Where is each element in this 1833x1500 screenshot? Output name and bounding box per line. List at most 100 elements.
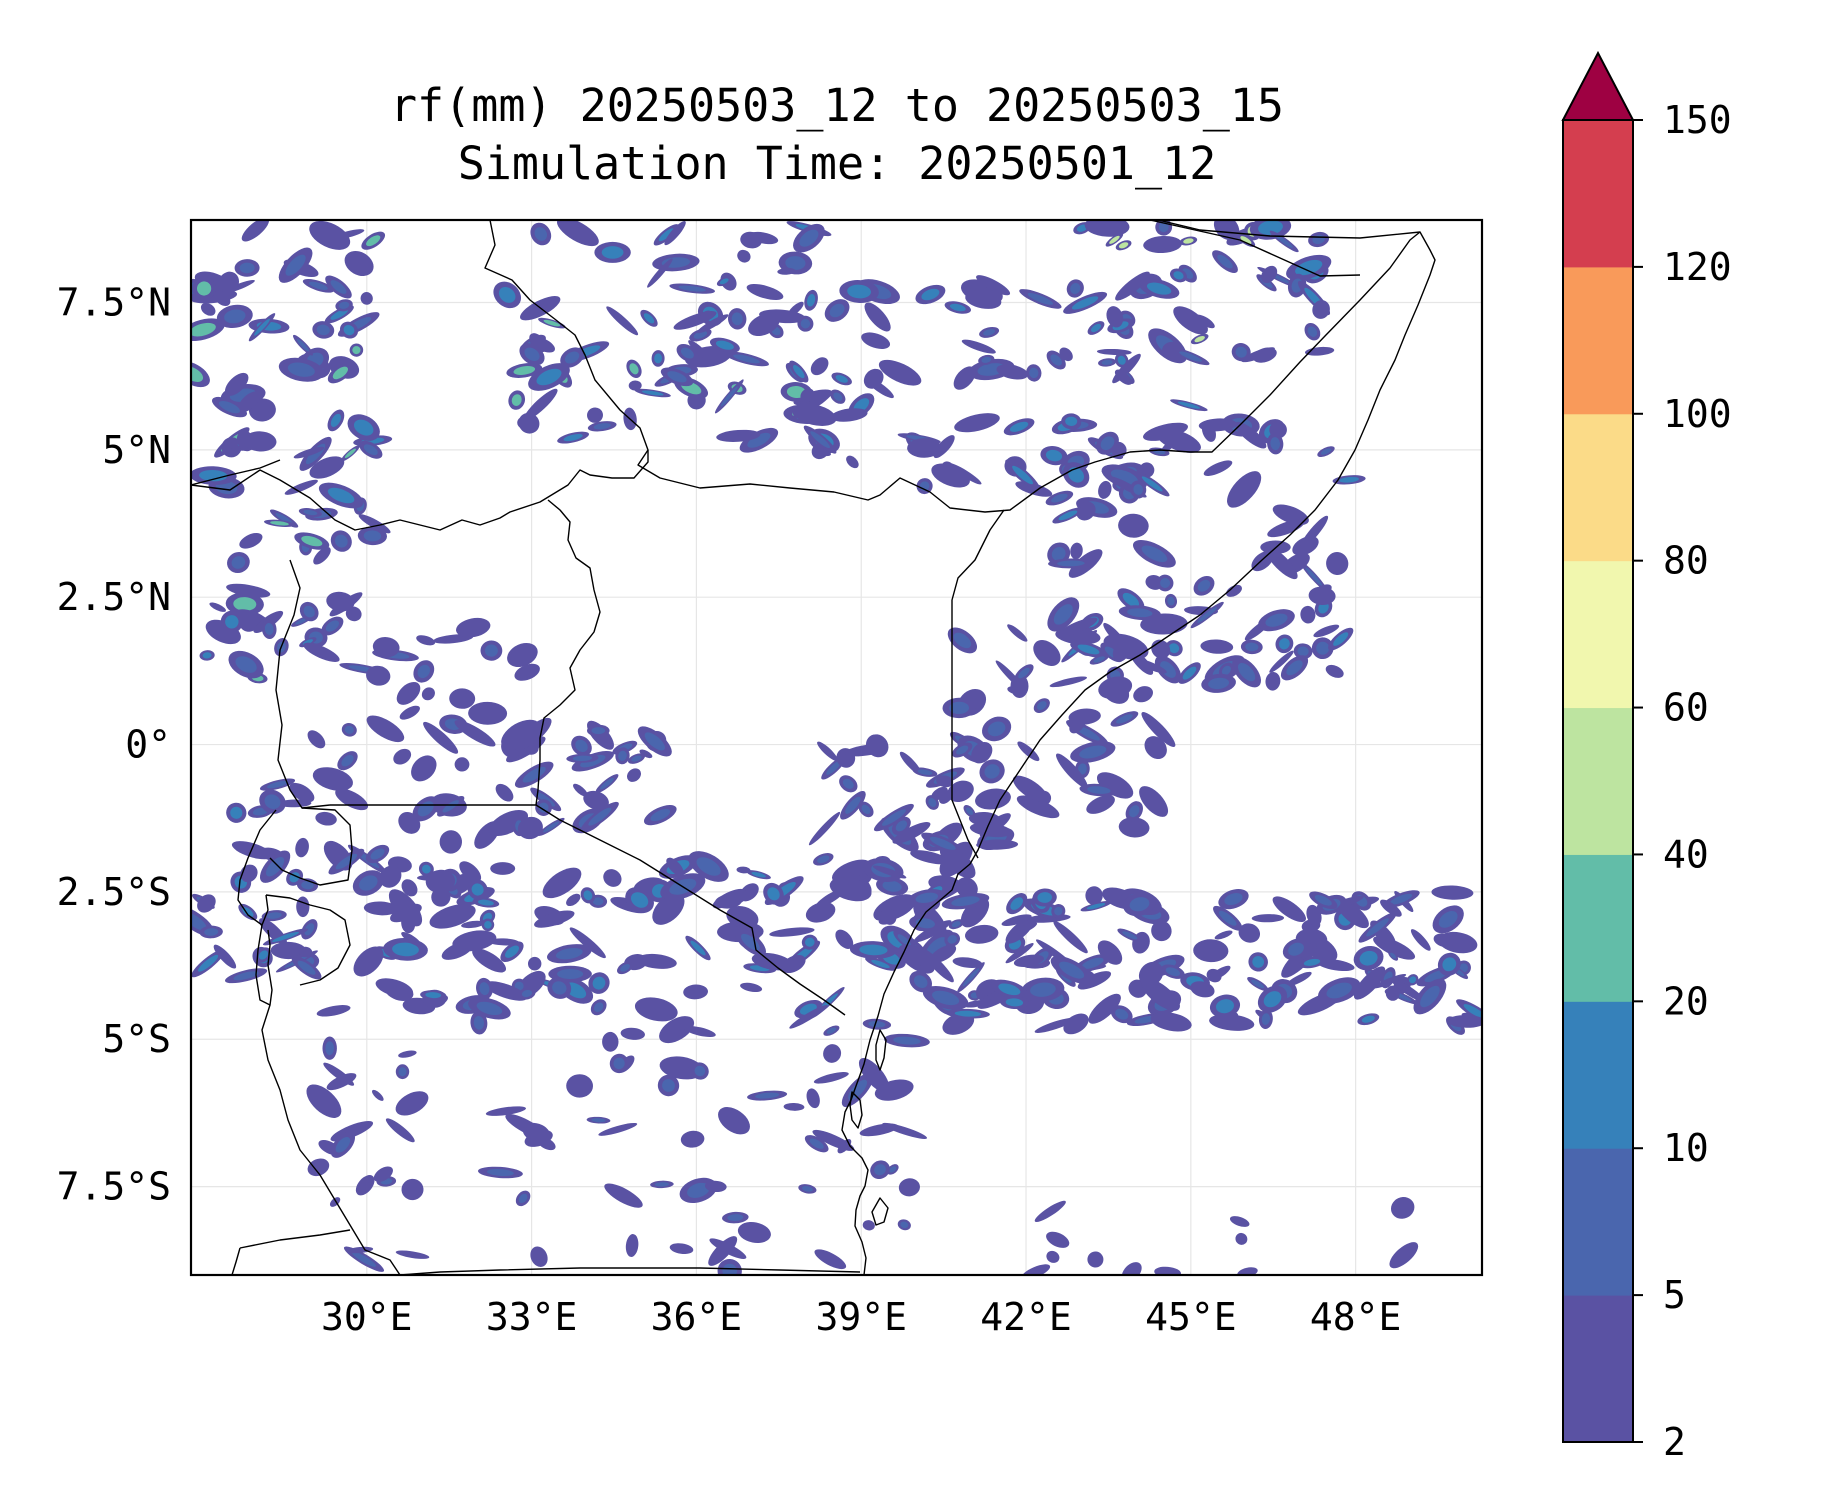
rain-cell-core (1286, 660, 1303, 676)
rain-cell (996, 364, 1029, 380)
rain-cell-core (486, 1168, 514, 1177)
rain-cell-core (511, 394, 522, 406)
rain-cell (683, 1026, 716, 1037)
rain-cell-core (583, 890, 593, 901)
rain-cell-core (900, 1221, 909, 1229)
rain-cell-core (793, 365, 805, 379)
rain-cell (401, 879, 418, 897)
rain-cell (718, 1107, 750, 1135)
rain-cell-core (644, 732, 665, 751)
rain-cell (1308, 586, 1336, 606)
rain-cell (1267, 519, 1305, 538)
colorbar-band (1563, 1001, 1633, 1149)
rain-cell-core (1051, 546, 1066, 561)
rain-cell-core (1297, 646, 1309, 657)
rain-cell (411, 755, 437, 782)
rain-cell (213, 290, 231, 306)
rain-cell (716, 429, 761, 442)
rain-cell (514, 663, 540, 681)
rain-cell (1229, 1216, 1250, 1227)
rain-cell-core (1261, 1013, 1271, 1025)
rain-cell-core (484, 644, 498, 657)
rain-cell-core (479, 982, 490, 996)
rain-cell-core (805, 937, 815, 947)
rain-cell (664, 221, 686, 246)
rain-cell (353, 946, 384, 977)
rain-cell (209, 602, 226, 612)
rain-cell-core (513, 366, 536, 375)
rain-cell-core (847, 284, 871, 299)
rain-cell (1433, 933, 1454, 948)
rain-cell-core (224, 309, 246, 324)
rain-cell-core (442, 800, 459, 813)
rain-cell-core (332, 366, 348, 380)
rain-cell-core (366, 235, 381, 247)
rain-cell-core (325, 1041, 335, 1056)
rain-cell (372, 1089, 384, 1101)
border-south-sudan-uganda (191, 450, 649, 531)
rain-cell (669, 1243, 694, 1255)
colorbar-bands (1563, 120, 1633, 1443)
rain-cell-core (1339, 476, 1359, 483)
rain-cell-core (1420, 985, 1440, 1008)
rain-cell (933, 435, 955, 459)
rain-cell-core (351, 1251, 377, 1267)
rain-cell (975, 788, 1011, 810)
rain-cell (289, 782, 315, 803)
rain-cell (1106, 306, 1124, 328)
rain-cell (921, 948, 954, 983)
rain-cell-core (1316, 641, 1330, 655)
rain-cell (969, 822, 1012, 838)
rain-cell-core (338, 301, 350, 309)
colorbar-tick-label: 100 (1663, 392, 1732, 436)
rain-cell-core (1036, 701, 1047, 711)
rain-cell (620, 1027, 645, 1040)
rain-cell (726, 905, 759, 929)
border-malawi (231, 1247, 241, 1275)
rain-cell (1098, 480, 1112, 499)
rain-cell-core (199, 469, 228, 482)
rain-cell-core (575, 739, 588, 753)
rain-cell-core (593, 423, 611, 430)
rain-cell (697, 314, 729, 334)
rain-cell-core (1442, 957, 1457, 972)
rain-cell-core (733, 354, 761, 364)
rain-cell (907, 438, 942, 458)
rain-cell-core (693, 330, 708, 339)
rain-cell-core (932, 990, 960, 1006)
rain-cell-core (1177, 401, 1201, 409)
rain-cell (1056, 617, 1098, 638)
rain-cell-core (1215, 999, 1235, 1014)
rain-cell-core (534, 227, 548, 241)
rain-cell-core (1050, 354, 1062, 366)
rain-cell-core (484, 920, 492, 929)
colorbar-tick-label: 150 (1663, 98, 1732, 142)
rain-cell (602, 1031, 619, 1052)
rain-cell (737, 1221, 771, 1244)
rain-cell (931, 463, 970, 488)
rain-cell (1139, 786, 1169, 817)
rain-cell (1235, 1232, 1248, 1245)
rain-cell (530, 1246, 548, 1267)
rain-cell-core (1263, 991, 1282, 1008)
rain-cell (587, 407, 603, 423)
rain-cell-core (1366, 918, 1389, 937)
rain-cell (347, 1246, 374, 1254)
rain-cell (454, 757, 470, 772)
rain-cell-core (650, 809, 671, 822)
rain-cell-core (471, 883, 484, 896)
rain-cell-core (341, 754, 354, 767)
rain-cell (1261, 265, 1278, 284)
rain-cell-core (1390, 952, 1397, 959)
rain-cell-core (359, 875, 378, 891)
rain-cell-core (1270, 437, 1281, 451)
rain-cell (1141, 711, 1176, 748)
rain-cell-core (641, 390, 664, 396)
rain-cell (1269, 650, 1294, 673)
rain-cell (789, 1004, 828, 1029)
rain-cell (1013, 954, 1044, 968)
rain-cell (1209, 1014, 1255, 1031)
rain-cell (518, 412, 540, 434)
rain-cell (1053, 920, 1088, 954)
rain-cell (439, 830, 463, 854)
